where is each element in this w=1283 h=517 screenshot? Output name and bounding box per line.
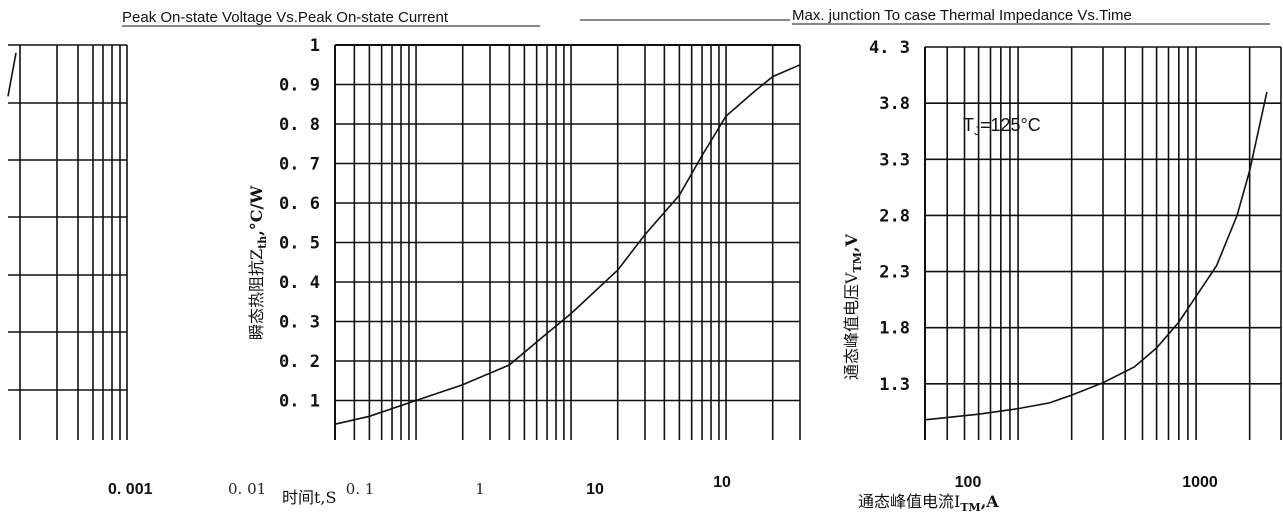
mid-y-tick-label: 0. 6	[279, 194, 320, 214]
right-y-tick-label: 2.8	[879, 206, 910, 226]
on-state-voltage-curve	[924, 91, 1268, 421]
right-x-axis-label: 通态峰值电流ITM,A	[858, 492, 999, 514]
right-x-tick-label: 1000	[1182, 474, 1218, 491]
right-x-label-main: 通态峰值电流I	[858, 492, 960, 511]
mid-y-label-sub: th	[256, 236, 269, 249]
mid-y-tick-label: 0. 7	[279, 155, 320, 175]
mid-y-axis-label: 瞬态热阻抗Zth,°C/W	[247, 185, 269, 340]
mid-y-label-unit: ,°C/W	[247, 185, 266, 236]
mid-y-tick-label: 0. 9	[279, 76, 320, 96]
mid-y-tick-label: 0. 3	[279, 313, 320, 333]
left-x-tick-0: 0. 001	[108, 481, 153, 498]
mid-x-tick-label: 1	[475, 480, 485, 498]
right-y-tick-label: 3.3	[879, 150, 910, 170]
left-curve-series	[7, 52, 17, 97]
mid-y-tick-label: 0. 4	[279, 273, 320, 293]
annotation-sub: J	[974, 124, 980, 138]
right-y-tick-label: 3.8	[879, 94, 910, 114]
left-chart-title: Peak On-state Voltage Vs.Peak On-state C…	[122, 9, 449, 26]
mid-y-tick-label: 0. 5	[279, 234, 320, 254]
left-x-tick-1: 0. 01	[228, 480, 266, 498]
mid-y-tick-label: 0. 1	[279, 392, 320, 412]
mid-x-axis-label: 时间t,S	[282, 488, 336, 507]
right-y-axis-label: 通态峰值电压VTM,V	[842, 233, 864, 380]
right-y-tick-label: 2.3	[879, 263, 910, 283]
right-x-tick-label: 100	[955, 474, 982, 491]
right-x-label-sub: TM	[960, 501, 980, 514]
on-state-voltage-chart: 1.3 1.8 2.3 2.8 3.3 3.8 4. 3 10 100 1000 TJ=125°…	[713, 38, 1282, 514]
mid-x-tick-label: 0. 1	[346, 480, 375, 498]
mid-y-label-main: 瞬态热阻抗Z	[247, 249, 266, 340]
thermal-impedance-chart: 0. 1 0. 2 0. 3 0. 4 0. 5 0. 6 0. 7 0. 8 0. 9 1 0.…	[247, 36, 801, 507]
right-y-tick-label: 1.8	[879, 319, 910, 339]
junction-temp-annotation: TJ=125°C	[963, 115, 1041, 138]
right-x-label-unit: ,A	[981, 492, 1000, 511]
mid-x-tick-label: 10	[586, 481, 604, 498]
right-y-label-main: 通态峰值电压V	[842, 272, 861, 380]
right-y-tick-label: 4. 3	[869, 38, 910, 58]
right-x-tick-label: 10	[713, 474, 731, 491]
right-y-label-unit: ,V	[842, 233, 861, 252]
mid-y-tick-label: 0. 8	[279, 115, 320, 135]
thermal-impedance-curve	[334, 64, 801, 425]
mid-y-tick-label: 1	[310, 36, 320, 56]
annotation-main: T	[963, 115, 974, 135]
mid-y-tick-label: 0. 2	[279, 352, 320, 372]
right-y-label-sub: TM	[851, 252, 864, 272]
annotation-rest: =125°C	[980, 115, 1041, 135]
left-partial-chart: 0. 001 0. 01	[7, 44, 266, 498]
right-chart-title: Max. junction To case Thermal Impedance …	[792, 7, 1132, 24]
right-y-tick-label: 1.3	[879, 375, 910, 395]
